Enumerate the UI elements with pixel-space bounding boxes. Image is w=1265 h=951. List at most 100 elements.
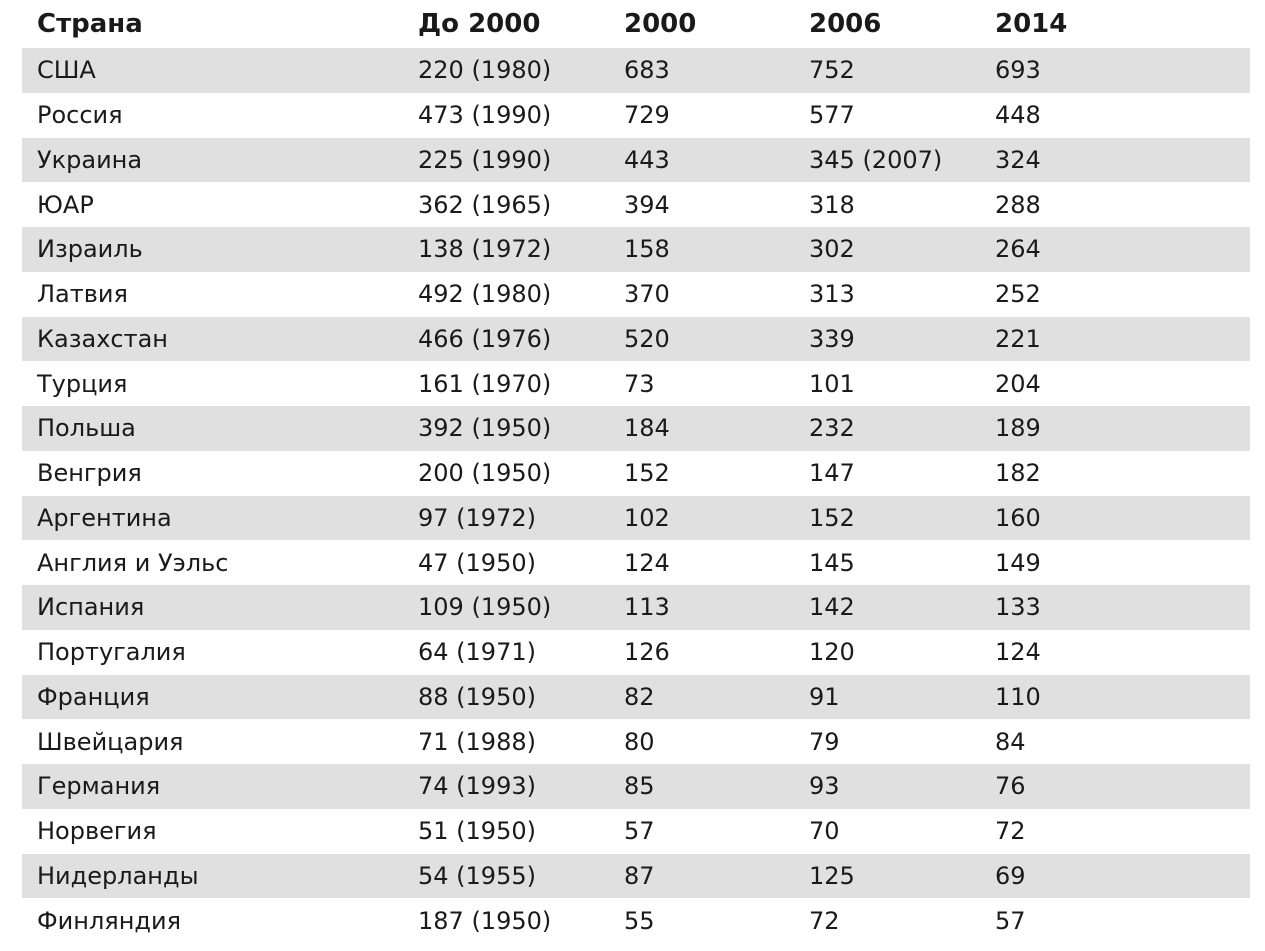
table-row: Россия 473 (1990) 729 577 448 <box>22 93 1250 138</box>
cell-country: Израиль <box>37 235 143 264</box>
cell-2014: 110 <box>995 682 1041 711</box>
cell-2014: 448 <box>995 101 1041 130</box>
table-row: Украина 225 (1990) 443 345 (2007) 324 <box>22 137 1250 183</box>
data-table: Страна До 2000 2000 2006 2014 США 220 (19… <box>22 0 1250 943</box>
cell-country: Россия <box>37 101 123 130</box>
cell-country: Нидерланды <box>37 861 199 890</box>
cell-2006: 339 <box>809 324 855 353</box>
cell-2000: 158 <box>624 235 670 264</box>
cell-2006: 232 <box>809 414 855 443</box>
cell-2006: 145 <box>809 548 855 577</box>
cell-2000: 370 <box>624 280 670 309</box>
table-row: ЮАР 362 (1965) 394 318 288 <box>22 182 1250 227</box>
cell-country: Польша <box>37 414 136 443</box>
cell-2000: 126 <box>624 638 670 667</box>
cell-2006: 147 <box>809 459 855 488</box>
table-row: Израиль 138 (1972) 158 302 264 <box>22 227 1250 272</box>
cell-2014: 124 <box>995 638 1041 667</box>
cell-before-2000: 64 (1971) <box>418 638 536 667</box>
cell-2000: 184 <box>624 414 670 443</box>
cell-2000: 73 <box>624 369 655 398</box>
cell-2000: 55 <box>624 906 655 935</box>
table-row: Польша 392 (1950) 184 232 189 <box>22 406 1250 451</box>
cell-2014: 182 <box>995 459 1041 488</box>
cell-2006: 79 <box>809 727 840 756</box>
cell-2006: 72 <box>809 906 840 935</box>
cell-2014: 252 <box>995 280 1041 309</box>
cell-2014: 221 <box>995 324 1041 353</box>
cell-2006: 302 <box>809 235 855 264</box>
cell-2014: 84 <box>995 727 1026 756</box>
header-2000: 2000 <box>624 9 697 39</box>
cell-country: Казахстан <box>37 324 168 353</box>
cell-country: США <box>37 56 96 85</box>
cell-country: Швейцария <box>37 727 184 756</box>
cell-country: Аргентина <box>37 503 172 532</box>
cell-before-2000: 161 (1970) <box>418 369 552 398</box>
cell-2014: 76 <box>995 772 1026 801</box>
cell-2014: 288 <box>995 190 1041 219</box>
cell-country: Финляндия <box>37 906 182 935</box>
cell-country: Франция <box>37 682 150 711</box>
table-row: Норвегия 51 (1950) 57 70 72 <box>22 809 1250 854</box>
cell-country: Украина <box>37 145 143 174</box>
table-row: Турция 161 (1970) 73 101 204 <box>22 361 1250 406</box>
table-row: Финляндия 187 (1950) 55 72 57 <box>22 898 1250 943</box>
cell-country: Англия и Уэльс <box>37 548 229 577</box>
table-row: Латвия 492 (1980) 370 313 252 <box>22 272 1250 317</box>
table-row: Германия 74 (1993) 85 93 76 <box>22 764 1250 809</box>
cell-2006: 752 <box>809 56 855 85</box>
table-row: Англия и Уэльс 47 (1950) 124 145 149 <box>22 540 1250 585</box>
cell-2006: 318 <box>809 190 855 219</box>
cell-2006: 101 <box>809 369 855 398</box>
cell-before-2000: 362 (1965) <box>418 190 552 219</box>
cell-before-2000: 225 (1990) <box>418 145 552 174</box>
cell-2006: 125 <box>809 861 855 890</box>
table-row: Испания 109 (1950) 113 142 133 <box>22 585 1250 630</box>
cell-2006: 70 <box>809 817 840 846</box>
cell-before-2000: 187 (1950) <box>418 906 552 935</box>
cell-2000: 87 <box>624 861 655 890</box>
header-before-2000: До 2000 <box>418 9 541 39</box>
cell-country: Германия <box>37 772 161 801</box>
header-2006: 2006 <box>809 9 882 39</box>
cell-2000: 102 <box>624 503 670 532</box>
cell-country: Турция <box>37 369 128 398</box>
cell-2014: 324 <box>995 145 1041 174</box>
table-row: Франция 88 (1950) 82 91 110 <box>22 674 1250 720</box>
cell-before-2000: 71 (1988) <box>418 727 536 756</box>
cell-before-2000: 138 (1972) <box>418 235 552 264</box>
header-country: Страна <box>37 9 143 39</box>
cell-country: Испания <box>37 593 145 622</box>
cell-2006: 120 <box>809 638 855 667</box>
table-row: Нидерланды 54 (1955) 87 125 69 <box>22 853 1250 899</box>
cell-before-2000: 466 (1976) <box>418 324 552 353</box>
cell-2000: 124 <box>624 548 670 577</box>
cell-country: Венгрия <box>37 459 142 488</box>
cell-2000: 82 <box>624 682 655 711</box>
table-header-row: Страна До 2000 2000 2006 2014 <box>22 0 1250 48</box>
cell-2006: 142 <box>809 593 855 622</box>
cell-2014: 264 <box>995 235 1041 264</box>
cell-2000: 85 <box>624 772 655 801</box>
cell-before-2000: 51 (1950) <box>418 817 536 846</box>
cell-2006: 93 <box>809 772 840 801</box>
cell-country: Норвегия <box>37 817 157 846</box>
cell-2000: 57 <box>624 817 655 846</box>
cell-before-2000: 473 (1990) <box>418 101 552 130</box>
cell-2014: 69 <box>995 861 1026 890</box>
cell-2000: 152 <box>624 459 670 488</box>
cell-2014: 160 <box>995 503 1041 532</box>
cell-before-2000: 74 (1993) <box>418 772 536 801</box>
cell-before-2000: 200 (1950) <box>418 459 552 488</box>
cell-2006: 345 (2007) <box>809 145 943 174</box>
table-row: Венгрия 200 (1950) 152 147 182 <box>22 451 1250 496</box>
table-row: США 220 (1980) 683 752 693 <box>22 48 1250 93</box>
cell-2014: 693 <box>995 56 1041 85</box>
cell-before-2000: 88 (1950) <box>418 682 536 711</box>
cell-2000: 683 <box>624 56 670 85</box>
cell-2000: 394 <box>624 190 670 219</box>
cell-2000: 729 <box>624 101 670 130</box>
cell-2006: 91 <box>809 682 840 711</box>
cell-before-2000: 97 (1972) <box>418 503 536 532</box>
